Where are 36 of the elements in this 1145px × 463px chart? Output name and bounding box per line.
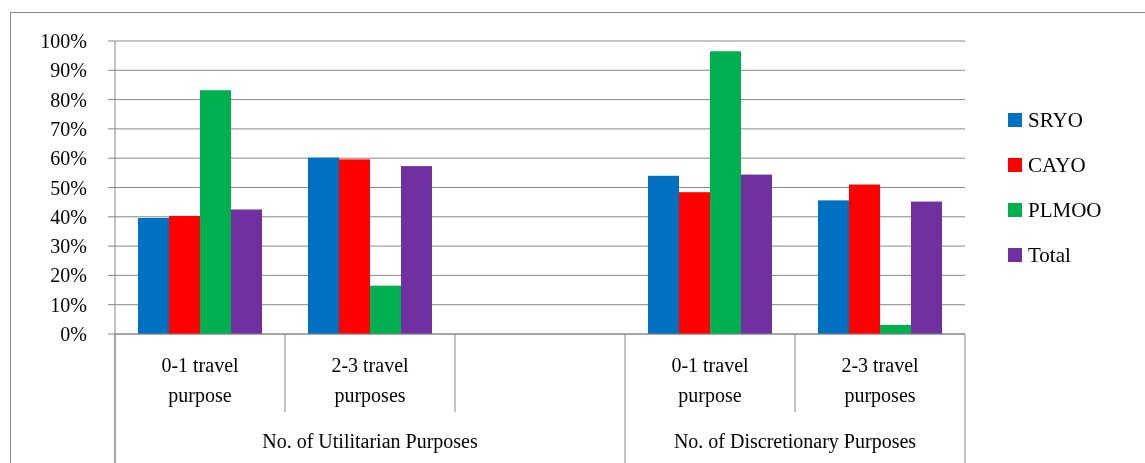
legend-label: SRYO bbox=[1028, 108, 1083, 133]
bar bbox=[231, 209, 262, 334]
bar bbox=[710, 51, 741, 334]
y-tick-label: 30% bbox=[50, 235, 87, 258]
legend-label: PLMOO bbox=[1028, 198, 1102, 223]
bar bbox=[401, 166, 432, 334]
bar bbox=[200, 90, 231, 334]
bar bbox=[849, 184, 880, 334]
x-tick-label: 0-1 travel purpose bbox=[671, 354, 750, 407]
bar bbox=[370, 285, 401, 334]
bar bbox=[138, 217, 169, 334]
bar bbox=[169, 215, 200, 334]
bar bbox=[741, 174, 772, 334]
bar bbox=[818, 200, 849, 334]
legend-label: Total bbox=[1028, 243, 1072, 268]
bar bbox=[339, 159, 370, 334]
y-tick-label: 10% bbox=[50, 293, 87, 316]
y-tick-label: 100% bbox=[40, 30, 87, 52]
x-tick-label: 2-3 travel purposes bbox=[841, 354, 920, 407]
y-tick-label: 40% bbox=[50, 205, 87, 228]
x-tick-label: 2-3 travel purposes bbox=[331, 354, 410, 407]
y-tick-label: 60% bbox=[50, 147, 87, 170]
x-tick-label: 0-1 travel purpose bbox=[161, 354, 240, 407]
y-tick-label: 50% bbox=[50, 176, 87, 199]
bar bbox=[911, 201, 942, 334]
y-tick-label: 70% bbox=[50, 117, 87, 140]
text: No. of Utilitarian Purposes bbox=[262, 430, 478, 453]
y-tick-label: 80% bbox=[50, 88, 87, 111]
y-tick-label: 20% bbox=[50, 264, 87, 287]
legend-label: CAYO bbox=[1028, 153, 1086, 178]
text: No. of Discretionary Purposes bbox=[673, 430, 917, 453]
y-tick-label: 90% bbox=[50, 59, 87, 82]
bar bbox=[648, 175, 679, 334]
bar bbox=[308, 157, 339, 334]
bar bbox=[679, 192, 710, 334]
y-tick-label: 0% bbox=[60, 323, 87, 345]
